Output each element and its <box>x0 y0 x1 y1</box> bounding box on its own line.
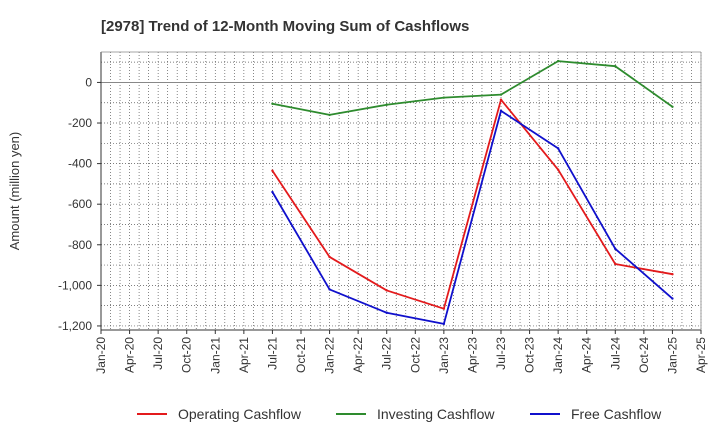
data-point-operating-cashflow <box>556 168 560 171</box>
x-tick-label: Jul-21 <box>265 337 279 370</box>
data-point-operating-cashflow <box>614 262 617 266</box>
x-tick-label: Apr-25 <box>694 337 708 373</box>
x-tick-label: Oct-23 <box>523 337 537 373</box>
x-tick-label: Jan-22 <box>323 337 337 374</box>
x-tick-label: Jan-20 <box>94 337 108 374</box>
data-point-operating-cashflow <box>671 272 674 276</box>
legend-label: Free Cashflow <box>571 406 662 422</box>
x-tick-label: Oct-21 <box>294 337 308 373</box>
data-point-free-cashflow <box>442 322 446 326</box>
data-point-free-cashflow <box>556 147 560 150</box>
x-tick-label: Oct-22 <box>408 337 422 373</box>
y-tick-label: -800 <box>68 238 92 252</box>
x-tick-label: Oct-24 <box>637 337 651 373</box>
data-point-operating-cashflow <box>385 289 388 292</box>
y-tick-label: -1,000 <box>58 278 92 292</box>
y-axis-label: Amount (million yen) <box>7 132 22 251</box>
legend-item-operating-cashflow: Operating Cashflow <box>137 406 302 422</box>
x-tick-label: Jul-20 <box>151 337 165 370</box>
x-tick-label: Apr-24 <box>580 337 594 373</box>
data-point-operating-cashflow <box>442 307 446 310</box>
x-tick-label: Jul-22 <box>380 337 394 370</box>
x-tick-label: Jan-24 <box>551 337 565 374</box>
y-tick-label: -1,200 <box>58 319 92 333</box>
data-point-free-cashflow <box>385 311 388 314</box>
x-tick-label: Apr-20 <box>123 337 137 373</box>
x-tick-label: Jan-23 <box>437 337 451 374</box>
chart-title: [2978] Trend of 12-Month Moving Sum of C… <box>101 18 469 35</box>
x-tick-label: Apr-21 <box>237 337 251 373</box>
series-line-investing-cashflow <box>272 60 673 116</box>
data-point-free-cashflow <box>499 109 503 113</box>
series-lines <box>271 59 674 326</box>
series-line-free-cashflow <box>271 109 674 325</box>
data-point-free-cashflow <box>328 288 331 291</box>
data-point-operating-cashflow <box>271 169 274 172</box>
legend: Operating Cashflow Investing Cashflow Free… <box>137 406 662 422</box>
data-point-investing-cashflow <box>671 105 674 108</box>
x-tick-label: Oct-20 <box>180 337 194 373</box>
data-point-investing-cashflow <box>271 102 274 105</box>
legend-item-investing-cashflow: Investing Cashflow <box>336 406 495 422</box>
x-tick-label: Apr-22 <box>351 337 365 373</box>
legend-label: Operating Cashflow <box>178 406 302 422</box>
data-point-investing-cashflow <box>556 59 560 63</box>
x-tick-label: Jul-24 <box>608 337 622 370</box>
data-point-operating-cashflow <box>499 98 503 101</box>
y-tick-label: -400 <box>68 157 92 171</box>
data-point-free-cashflow <box>671 297 674 300</box>
x-tick-label: Apr-23 <box>465 337 479 373</box>
grid-lines <box>100 52 702 330</box>
legend-item-free-cashflow: Free Cashflow <box>530 406 662 422</box>
data-point-free-cashflow <box>614 247 617 251</box>
x-tick-label: Jan-25 <box>665 337 679 374</box>
data-point-operating-cashflow <box>328 255 331 259</box>
data-point-investing-cashflow <box>385 103 388 106</box>
data-point-investing-cashflow <box>328 113 331 117</box>
series-line-operating-cashflow <box>271 98 673 310</box>
legend-label: Investing Cashflow <box>377 406 495 422</box>
y-tick-label: -200 <box>68 116 92 130</box>
x-tick-label: Jan-21 <box>208 337 222 374</box>
data-point-investing-cashflow <box>442 96 446 99</box>
data-point-investing-cashflow <box>499 93 503 96</box>
y-tick-label: -600 <box>68 197 92 211</box>
data-point-investing-cashflow <box>614 65 617 68</box>
y-tick-label: 0 <box>85 75 92 89</box>
x-tick-label: Jul-23 <box>494 337 508 370</box>
data-point-free-cashflow <box>271 190 274 194</box>
